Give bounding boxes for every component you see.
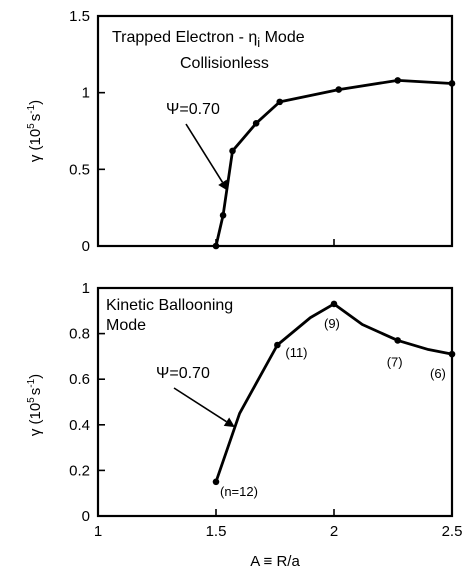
arrow-shaft bbox=[173, 387, 227, 423]
arrow-shaft bbox=[185, 123, 224, 183]
x-tick-label: 1.5 bbox=[206, 523, 227, 540]
x-tick-label: 2.5 bbox=[442, 523, 463, 540]
y-tick-label: 0.6 bbox=[69, 371, 90, 388]
data-series bbox=[212, 300, 456, 486]
mode-number-labels: (n=12) (11) (9) (7) (6) bbox=[220, 316, 446, 499]
x-tick-label: 2 bbox=[330, 523, 338, 540]
data-point bbox=[212, 478, 220, 486]
y-axis-title: γ (105s-1) bbox=[26, 100, 44, 162]
data-point bbox=[252, 120, 260, 127]
data-point bbox=[212, 242, 220, 250]
psi-arrow bbox=[185, 123, 228, 191]
y-tick-label: 0.2 bbox=[69, 462, 90, 479]
mode-label: (9) bbox=[324, 316, 340, 331]
chart-subtitle: Collisionless bbox=[180, 55, 269, 72]
chart-title: Trapped Electron - ηi Mode bbox=[112, 29, 305, 50]
data-point bbox=[276, 98, 284, 106]
data-series bbox=[212, 77, 456, 250]
mode-label: (n=12) bbox=[220, 484, 258, 499]
series-line bbox=[214, 79, 454, 248]
arrow-head bbox=[223, 417, 235, 428]
mode-label: (11) bbox=[285, 345, 307, 360]
panel-frame bbox=[96, 286, 454, 518]
psi-arrow bbox=[173, 387, 235, 428]
data-point bbox=[394, 77, 402, 84]
x-ticks: 1 1.5 2 2.5 bbox=[94, 509, 463, 540]
y-tick-label: 0.5 bbox=[69, 161, 90, 178]
data-point bbox=[448, 80, 456, 87]
psi-annotation: Ψ=0.70 bbox=[166, 101, 220, 118]
y-tick-label: 0 bbox=[82, 238, 90, 255]
y-ticks: 0 0.5 1 1.5 bbox=[69, 8, 453, 255]
panel-kinetic-ballooning: 0 0.2 0.4 0.6 0.8 1 1 1.5 2 2.5 (n=12) (11) (9) (7)… bbox=[26, 280, 462, 570]
data-point bbox=[330, 300, 338, 308]
data-point bbox=[448, 350, 456, 358]
arrow-head bbox=[218, 179, 228, 191]
chart-title: Kinetic Ballooning bbox=[106, 297, 233, 314]
y-tick-label: 1 bbox=[82, 280, 90, 297]
y-axis-title: γ (105s-1) bbox=[26, 374, 44, 436]
y-tick-label: 0 bbox=[82, 508, 90, 525]
y-tick-label: 0.4 bbox=[69, 417, 90, 434]
panel-trapped-electron: 0 0.5 1 1.5 Trapped Electron - ηi Mode Coll… bbox=[26, 8, 456, 255]
data-point bbox=[229, 147, 236, 155]
x-axis-title: A ≡ R/a bbox=[250, 553, 300, 570]
y-tick-label: 1.5 bbox=[69, 8, 90, 25]
data-point bbox=[274, 341, 281, 349]
data-point bbox=[335, 86, 343, 93]
data-point bbox=[219, 212, 227, 219]
data-point bbox=[394, 337, 402, 344]
panel-frame bbox=[96, 14, 454, 248]
mode-label: (7) bbox=[387, 354, 403, 369]
mode-label: (6) bbox=[430, 366, 446, 381]
psi-annotation: Ψ=0.70 bbox=[156, 365, 210, 382]
chart-subtitle: Mode bbox=[106, 317, 146, 334]
y-tick-label: 1 bbox=[82, 85, 90, 102]
y-tick-label: 0.8 bbox=[69, 326, 90, 343]
y-ticks: 0 0.2 0.4 0.6 0.8 1 bbox=[69, 280, 105, 525]
x-tick-label: 1 bbox=[94, 523, 102, 540]
